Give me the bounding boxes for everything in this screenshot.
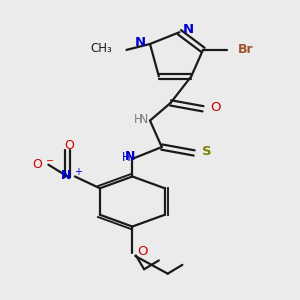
Text: H: H bbox=[122, 151, 131, 164]
Text: Br: Br bbox=[238, 44, 254, 56]
Text: N: N bbox=[61, 169, 71, 182]
Text: N: N bbox=[183, 23, 194, 36]
Text: +: + bbox=[74, 167, 82, 177]
Text: N: N bbox=[134, 36, 146, 49]
Text: N: N bbox=[139, 112, 148, 126]
Text: S: S bbox=[202, 145, 211, 158]
Text: N: N bbox=[125, 150, 135, 163]
Text: O: O bbox=[137, 245, 147, 258]
Text: CH₃: CH₃ bbox=[90, 42, 112, 55]
Text: O: O bbox=[64, 139, 74, 152]
Text: O: O bbox=[210, 101, 221, 114]
Text: O: O bbox=[33, 158, 43, 171]
Text: −: − bbox=[46, 156, 55, 166]
Text: H: H bbox=[134, 112, 142, 126]
